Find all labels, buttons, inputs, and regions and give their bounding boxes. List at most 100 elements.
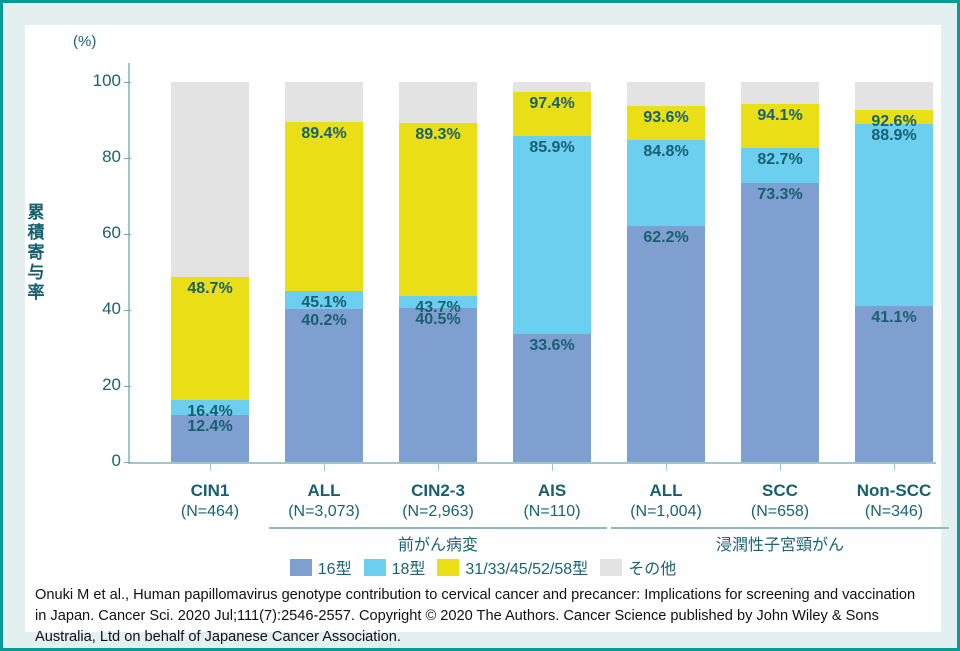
bar-segment: [741, 82, 819, 105]
legend-swatch: [600, 558, 623, 576]
chart-legend: 16型 18型 31/33/45/52/58型 その他: [25, 555, 941, 579]
x-axis-category-count: (N=658): [750, 503, 810, 520]
bar-segment: 41.1%: [855, 305, 933, 462]
bar-value-label: 43.7%: [415, 298, 461, 316]
bar-value-label: 48.7%: [187, 279, 233, 297]
bar-value-label: 73.3%: [757, 186, 803, 204]
bar-value-label: 62.2%: [643, 228, 689, 246]
bar-value-label: 45.1%: [301, 293, 347, 311]
bar-segment: [855, 82, 933, 111]
stacked-bar[interactable]: 40.2% 45.1% 89.4%: [285, 82, 363, 462]
bar-segment: 40.2%: [285, 309, 363, 462]
bar-segment: 89.4%: [285, 122, 363, 291]
y-axis-title-char: 率: [27, 283, 45, 302]
chart-plot-area: (%) 累 積 寄 与 率 0 20 40 60 80 100 12.4% 16.4% 48.…: [23, 25, 949, 645]
bar-segment: 40.5%: [399, 308, 477, 462]
bar-segment: 45.1%: [285, 290, 363, 311]
legend-item[interactable]: 31/33/45/52/58型: [437, 555, 588, 579]
y-axis-tick-mark: [124, 310, 131, 311]
y-axis-title-char: 積: [27, 223, 45, 242]
legend-item[interactable]: その他: [600, 555, 676, 579]
x-axis-category-label: CIN2-3: [411, 481, 465, 500]
bar-value-label: 33.6%: [529, 337, 575, 355]
y-axis-tick-mark: [124, 462, 131, 463]
bar-value-label: 85.9%: [529, 138, 575, 156]
y-axis-title-char: 累: [27, 203, 45, 222]
bar-segment: 16.4%: [171, 399, 249, 420]
bar-value-label: 88.9%: [871, 127, 917, 145]
x-axis-category-count: (N=1,004): [630, 503, 702, 520]
bar-segment: [171, 82, 249, 277]
x-axis-tick-mark: [780, 464, 781, 471]
group-label: 前がん病変: [397, 537, 478, 554]
x-axis-category-label: AIS: [537, 481, 567, 500]
x-axis-category-count: (N=464): [180, 503, 240, 520]
legend-swatch: [363, 558, 386, 576]
x-axis-category-label: ALL: [649, 481, 683, 500]
x-axis-tick-mark: [438, 464, 439, 471]
y-axis-line: [128, 63, 130, 463]
y-axis-tick-mark: [124, 82, 131, 83]
bar-segment: 33.6%: [513, 334, 591, 462]
bar-segment: 48.7%: [171, 276, 249, 400]
bar-segment: 84.8%: [627, 139, 705, 226]
bar-segment: 97.4%: [513, 91, 591, 136]
source-citation: Onuki M et al., Human papillomavirus gen…: [35, 587, 916, 645]
y-axis-tick-label: 0: [111, 451, 121, 470]
bar-segment: 82.7%: [741, 147, 819, 184]
stacked-bar[interactable]: 62.2% 84.8% 93.6%: [627, 82, 705, 462]
group-bracket-line: [269, 527, 607, 529]
bar-value-label: 89.4%: [301, 125, 347, 143]
x-axis-category-label: Non-SCC: [856, 481, 932, 500]
bar-segment: 73.3%: [741, 183, 819, 462]
y-axis-title-char: 与: [27, 263, 45, 282]
bar-value-label: 12.4%: [187, 417, 233, 435]
legend-item[interactable]: 16型: [289, 555, 352, 579]
x-axis-line: [128, 462, 936, 464]
bar-value-label: 94.1%: [757, 107, 803, 125]
bar-segment: 88.9%: [855, 124, 933, 306]
x-axis-category-count: (N=3,073): [288, 503, 360, 520]
y-axis-title-char: 寄: [27, 243, 45, 262]
bar-value-label: 97.4%: [529, 94, 575, 112]
stacked-bar[interactable]: 40.5% 43.7% 89.3%: [399, 82, 477, 462]
y-axis-tick-mark: [124, 158, 131, 159]
bar-segment: 93.6%: [627, 106, 705, 140]
x-axis-tick-mark: [552, 464, 553, 471]
stacked-bar[interactable]: 33.6% 85.9% 97.4%: [513, 82, 591, 462]
legend-item[interactable]: 18型: [363, 555, 426, 579]
bar-segment: [285, 82, 363, 123]
x-axis-tick-mark: [894, 464, 895, 471]
x-axis-tick-mark: [666, 464, 667, 471]
x-axis-tick-mark: [324, 464, 325, 471]
legend-label: 18型: [391, 561, 426, 578]
bar-value-label: 40.5%: [415, 311, 461, 329]
x-axis-category-count: (N=2,963): [402, 503, 474, 520]
bar-segment: 92.6%: [855, 110, 933, 130]
legend-label: 31/33/45/52/58型: [465, 561, 589, 578]
group-label: 浸潤性子宮頸がん: [715, 537, 844, 554]
stacked-bar[interactable]: 73.3% 82.7% 94.1%: [741, 82, 819, 462]
y-axis-title: 累 積 寄 与 率: [23, 203, 49, 303]
stacked-bar[interactable]: 41.1% 88.9% 92.6%: [855, 82, 933, 462]
x-axis-category-label: SCC: [762, 481, 798, 500]
x-axis-tick-mark: [210, 464, 211, 471]
bar-value-label: 41.1%: [871, 308, 917, 326]
bar-value-label: 84.8%: [643, 142, 689, 160]
x-axis-category-count: (N=346): [864, 503, 924, 520]
legend-swatch: [437, 558, 460, 576]
y-axis-tick-mark: [124, 234, 131, 235]
x-axis-category-label: CIN1: [190, 481, 230, 500]
bar-segment: 43.7%: [399, 295, 477, 316]
legend-label: その他: [628, 561, 677, 578]
stacked-bar[interactable]: 12.4% 16.4% 48.7%: [171, 82, 249, 462]
y-axis-tick-label: 100: [92, 71, 121, 90]
bar-segment: 94.1%: [741, 104, 819, 148]
bar-segment: 85.9%: [513, 135, 591, 335]
bar-segment: [399, 82, 477, 123]
x-axis-category-label: ALL: [307, 481, 341, 500]
bar-value-label: 93.6%: [643, 109, 689, 127]
bar-segment: 89.3%: [399, 122, 477, 296]
bar-value-label: 16.4%: [187, 402, 233, 420]
